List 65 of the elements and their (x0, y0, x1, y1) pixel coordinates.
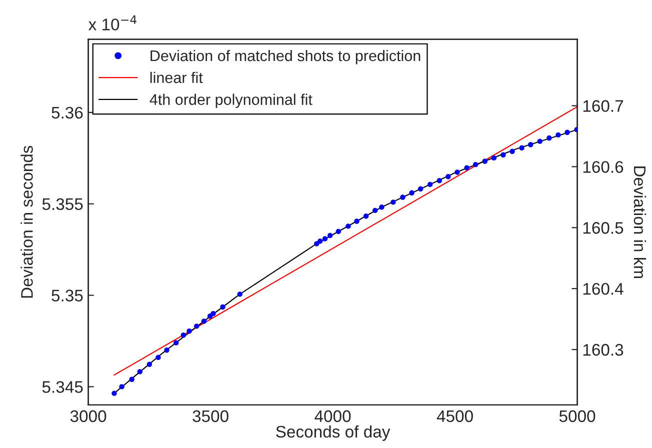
point (327, 232, 333, 238)
point (491, 155, 497, 161)
point (546, 135, 552, 141)
point (510, 148, 515, 154)
point (418, 186, 424, 192)
x-tick-label: 4500 (436, 410, 473, 422)
point (519, 145, 524, 150)
point (454, 170, 460, 175)
point (556, 132, 561, 138)
point (472, 162, 478, 168)
y-tick-label: 5.36 (52, 106, 83, 119)
x-tick-label: 3000 (70, 410, 106, 422)
point (379, 204, 384, 210)
y2-tick-label: 160.3 (583, 344, 624, 356)
point (112, 390, 117, 396)
point (427, 182, 433, 188)
y-tick-label: 5.355 (42, 198, 83, 210)
x-tick-label: 5000 (559, 410, 596, 422)
point (500, 152, 506, 158)
point (409, 190, 414, 196)
point (363, 214, 369, 219)
x-axis-title: Seconds of day (276, 425, 390, 441)
point (564, 130, 570, 135)
point (446, 174, 451, 180)
text: x 10$^{−4}$ (88, 15, 136, 30)
point (537, 138, 542, 144)
point (146, 362, 152, 367)
point (354, 218, 360, 224)
point (317, 238, 323, 244)
y-axis-title: Deviation in seconds (20, 146, 33, 298)
point (180, 332, 186, 338)
legend-label: 4th order polynominal fit (150, 94, 312, 108)
x-tick-label: 3500 (192, 410, 228, 422)
point (194, 324, 200, 329)
point (400, 194, 406, 200)
point (346, 224, 351, 229)
point (129, 376, 134, 382)
point (210, 310, 216, 316)
point (237, 292, 242, 297)
point (322, 236, 328, 242)
point (119, 384, 124, 390)
point (372, 208, 378, 214)
y2-axis-title: Deviation in km (634, 166, 646, 278)
point (464, 165, 470, 170)
point (156, 354, 161, 360)
point (528, 142, 534, 148)
legend-label: linear fit (150, 72, 203, 84)
legend-label: Deviation of matched shots to prediction (150, 50, 420, 64)
y2-tick-label: 160.6 (583, 161, 624, 173)
point (482, 158, 488, 164)
y2-tick-label: 160.7 (583, 100, 624, 112)
x-tick-label: 4000 (314, 410, 351, 422)
y2-tick-label: 160.4 (583, 282, 624, 295)
point (173, 340, 179, 346)
point (436, 178, 442, 184)
point (186, 328, 192, 334)
y-tick-label: 5.345 (42, 381, 83, 393)
y-tick-label: 5.35 (52, 290, 83, 302)
y2-tick-label: 160.5 (583, 222, 624, 234)
point (390, 200, 396, 205)
point (201, 318, 207, 324)
point (164, 348, 170, 353)
point (220, 304, 226, 310)
point (137, 369, 142, 374)
point (336, 228, 342, 234)
